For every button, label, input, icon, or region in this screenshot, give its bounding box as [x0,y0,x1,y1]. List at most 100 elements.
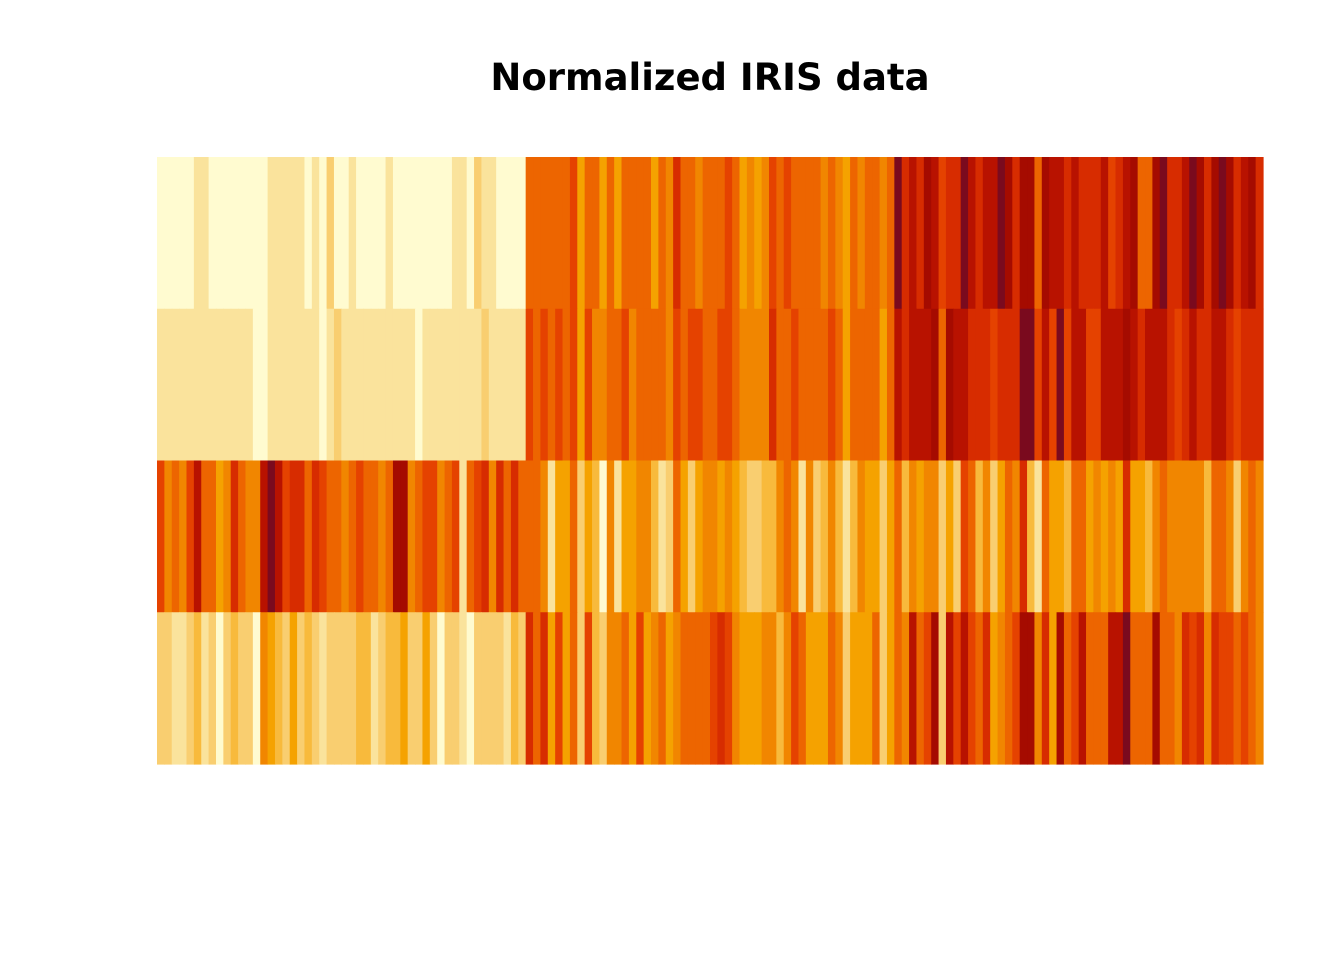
heatmap-cell [805,460,814,613]
heatmap-cell [702,460,711,613]
heatmap-cell [333,460,342,613]
heatmap-cell [1108,612,1117,765]
heatmap-cell [289,157,298,310]
heatmap-cell [1137,308,1146,462]
heatmap-cell [326,308,335,462]
heatmap-cell [415,308,424,462]
heatmap-cell [761,460,770,613]
heatmap-cell [260,157,269,310]
heatmap-cell [503,460,512,613]
heatmap-cell [1115,612,1124,765]
heatmap-cell [319,308,328,462]
heatmap-cell [643,460,652,613]
heatmap-cell [1041,612,1050,765]
heatmap-cell [562,460,571,613]
heatmap-cell [1012,612,1021,765]
heatmap-cell [1255,460,1264,613]
heatmap-cell [407,612,416,765]
heatmap-cell [982,308,991,462]
chart-title: Normalized IRIS data [490,56,930,99]
heatmap-cell [392,460,401,613]
heatmap-cell [1019,308,1028,462]
heatmap-cell [850,308,859,462]
heatmap-cell [909,460,918,613]
heatmap-cell [1248,460,1257,613]
heatmap-cell [208,157,217,310]
heatmap-cell [245,460,254,613]
heatmap-cell [754,612,763,765]
heatmap-cell [651,308,659,462]
heatmap-cell [429,612,438,765]
heatmap-cell [776,460,785,613]
heatmap-cell [201,612,210,765]
heatmap-cell [665,157,674,310]
heatmap-cell [606,612,615,765]
heatmap-cell [230,612,239,765]
heatmap-cell [1115,308,1124,462]
heatmap-cell [223,308,232,462]
heatmap-cell [348,308,357,462]
heatmap-cell [164,612,173,765]
heatmap-cell [695,308,704,462]
heatmap-cell [621,612,630,765]
heatmap-cell [1063,460,1072,613]
heatmap-cell [488,157,497,310]
heatmap-cell [665,612,674,765]
heatmap-cell [488,460,497,613]
heatmap-cell [901,612,910,765]
heatmap-cell [474,612,483,765]
heatmap-cell [171,308,180,462]
heatmap-cell [872,612,881,765]
heatmap-cell [171,612,180,765]
heatmap-cell [533,460,542,613]
heatmap-cell [518,612,527,765]
heatmap-cell [510,612,519,765]
heatmap-cell [710,308,718,462]
heatmap-cell [1122,308,1131,462]
heatmap-cell [1004,157,1013,310]
heatmap-cell [1181,460,1190,613]
heatmap-cell [1019,612,1028,765]
heatmap-cell [901,308,910,462]
heatmap-cell [695,157,704,310]
heatmap-cell [326,612,335,765]
heatmap-cell [982,157,991,310]
heatmap-cell [864,612,873,765]
heatmap-cell [945,308,954,462]
heatmap-cell [171,157,180,310]
heatmap-cell [886,460,895,613]
heatmap-cell [1152,157,1161,310]
heatmap-cell [193,612,202,765]
heatmap-cell [960,460,969,613]
heatmap-cell [953,612,962,765]
heatmap-cell [990,308,999,462]
heatmap-cell [466,612,475,765]
heatmap-cell [894,460,903,613]
heatmap-cell [451,157,460,310]
heatmap-cell [606,157,615,310]
heatmap-cell [916,308,925,462]
heatmap-cell [1145,612,1153,765]
heatmap-cell [614,460,623,613]
heatmap-cell [827,157,836,310]
heatmap-cell [326,460,335,613]
heatmap-cell [400,460,409,613]
heatmap-cell [658,308,667,462]
heatmap-cell [901,157,910,310]
heatmap-cell [378,460,387,613]
heatmap-cell [1240,460,1249,613]
heatmap-cell [437,612,446,765]
heatmap-cell [311,460,320,613]
heatmap-cell [267,308,276,462]
heatmap-cell [1233,460,1242,613]
heatmap-cell [179,308,188,462]
heatmap-cell [451,308,460,462]
heatmap-cell [1100,460,1109,613]
heatmap-cell [584,308,593,462]
heatmap-cell [584,157,593,310]
heatmap-cell [459,308,468,462]
heatmap-cell [761,612,770,765]
heatmap-cell [208,308,217,462]
heatmap-cell [710,612,718,765]
heatmap-cell [820,460,829,613]
